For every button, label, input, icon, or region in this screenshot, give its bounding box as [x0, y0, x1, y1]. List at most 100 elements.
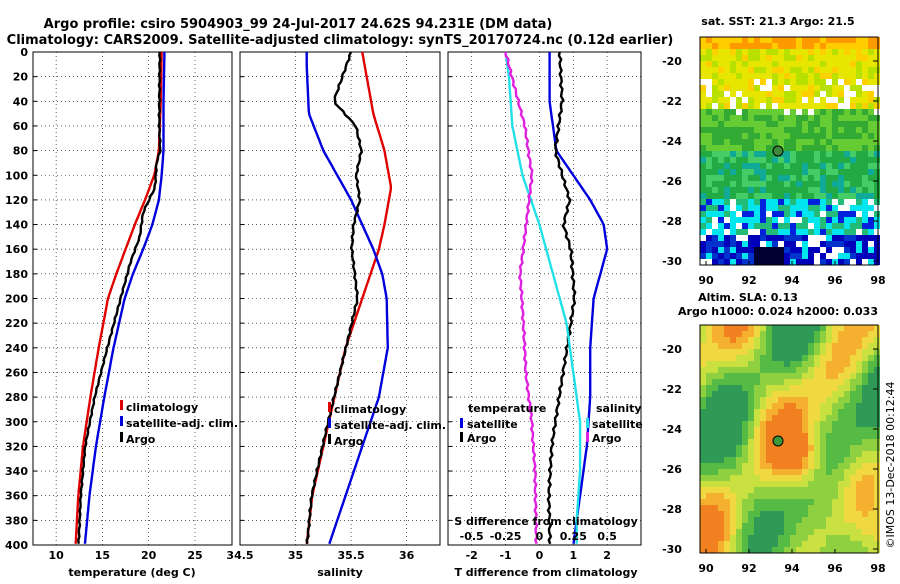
sla-pixel: [856, 493, 862, 499]
sst-pixel: [760, 241, 766, 247]
sst-pixel: [802, 187, 808, 193]
sla-pixel: [700, 421, 706, 427]
depth-tick-label: 300: [5, 416, 28, 429]
sst-pixel: [766, 217, 772, 223]
sst-pixel: [868, 175, 874, 181]
sla-pixel: [850, 331, 856, 337]
sst-pixel: [706, 109, 712, 115]
sst-pixel: [868, 61, 874, 67]
sst-pixel: [802, 61, 808, 67]
sla-pixel: [814, 517, 820, 523]
sst-pixel: [790, 103, 796, 109]
sst-pixel: [724, 169, 730, 175]
sst-pixel: [874, 181, 880, 187]
sst-pixel: [826, 253, 832, 259]
sst-pixel: [778, 193, 784, 199]
sst-pixel: [832, 175, 838, 181]
sst-pixel: [802, 253, 808, 259]
sst-lat-ticks: -20-22-24-26-28-30: [662, 55, 878, 268]
sst-pixel: [856, 85, 862, 91]
legend-swatch-s-argo: [586, 432, 589, 442]
sst-pixel: [790, 247, 796, 253]
sst-pixel: [790, 37, 796, 43]
sst-pixel: [796, 175, 802, 181]
sst-pixel: [820, 61, 826, 67]
sla-pixel: [718, 415, 724, 421]
sla-pixel: [736, 355, 742, 361]
sla-pixel: [700, 325, 706, 331]
sst-pixel: [724, 193, 730, 199]
sst-pixel: [754, 73, 760, 79]
sla-pixel: [838, 445, 844, 451]
sst-pixel: [724, 97, 730, 103]
sst-pixel: [856, 247, 862, 253]
sst-pixel: [832, 121, 838, 127]
sla-pixel: [766, 343, 772, 349]
sst-pixel: [736, 211, 742, 217]
sst-pixel: [826, 169, 832, 175]
sst-pixel: [826, 187, 832, 193]
sst-pixel: [706, 37, 712, 43]
sla-pixel: [850, 433, 856, 439]
sst-pixel: [730, 181, 736, 187]
sst-pixel: [766, 109, 772, 115]
sla-pixel: [820, 535, 826, 541]
sst-pixel: [814, 181, 820, 187]
sla-pixel: [832, 349, 838, 355]
sst-pixel: [796, 91, 802, 97]
sst-pixel: [826, 217, 832, 223]
sst-pixel: [808, 103, 814, 109]
sla-map-subtitle: Argo h1000: 0.024 h2000: 0.033: [678, 305, 878, 318]
sst-pixel: [784, 85, 790, 91]
x-tick-label: 35.5: [338, 549, 365, 562]
sla-pixel: [772, 511, 778, 517]
sla-pixel: [826, 535, 832, 541]
sst-pixel: [814, 55, 820, 61]
sla-pixel: [754, 409, 760, 415]
sla-pixel: [826, 469, 832, 475]
sst-pixel: [832, 79, 838, 85]
sla-pixel: [850, 391, 856, 397]
sst-pixel: [760, 139, 766, 145]
sla-pixel: [784, 433, 790, 439]
sla-pixel: [700, 457, 706, 463]
sla-pixel: [868, 439, 874, 445]
sla-pixel: [790, 535, 796, 541]
sst-pixel: [820, 91, 826, 97]
sst-pixel: [808, 175, 814, 181]
sla-pixel: [826, 373, 832, 379]
sst-pixel: [760, 115, 766, 121]
sla-pixel: [862, 421, 868, 427]
sst-pixel: [832, 97, 838, 103]
sst-pixel: [826, 127, 832, 133]
sla-pixel: [826, 523, 832, 529]
sst-pixel: [790, 199, 796, 205]
sla-pixel: [826, 433, 832, 439]
sla-pixel: [754, 379, 760, 385]
sla-pixel: [808, 337, 814, 343]
sst-pixel: [874, 169, 880, 175]
sla-pixel: [718, 505, 724, 511]
sst-pixel: [844, 145, 850, 151]
sla-pixel: [760, 343, 766, 349]
sla-pixel: [784, 367, 790, 373]
sla-pixel: [772, 427, 778, 433]
sst-pixel: [706, 223, 712, 229]
sla-pixel: [814, 379, 820, 385]
sst-pixel: [754, 103, 760, 109]
sst-pixel: [808, 217, 814, 223]
sla-pixel: [784, 349, 790, 355]
sst-pixel: [772, 49, 778, 55]
sla-pixel: [808, 475, 814, 481]
lat-tick-label: -24: [662, 423, 682, 436]
sla-pixel: [784, 529, 790, 535]
sla-pixel: [832, 421, 838, 427]
sst-pixel: [832, 181, 838, 187]
sst-pixel: [748, 85, 754, 91]
sst-pixel: [736, 181, 742, 187]
sla-pixel: [820, 541, 826, 547]
sst-pixel: [784, 163, 790, 169]
sst-pixel: [766, 247, 772, 253]
sla-pixel: [844, 511, 850, 517]
sla-pixel: [790, 505, 796, 511]
